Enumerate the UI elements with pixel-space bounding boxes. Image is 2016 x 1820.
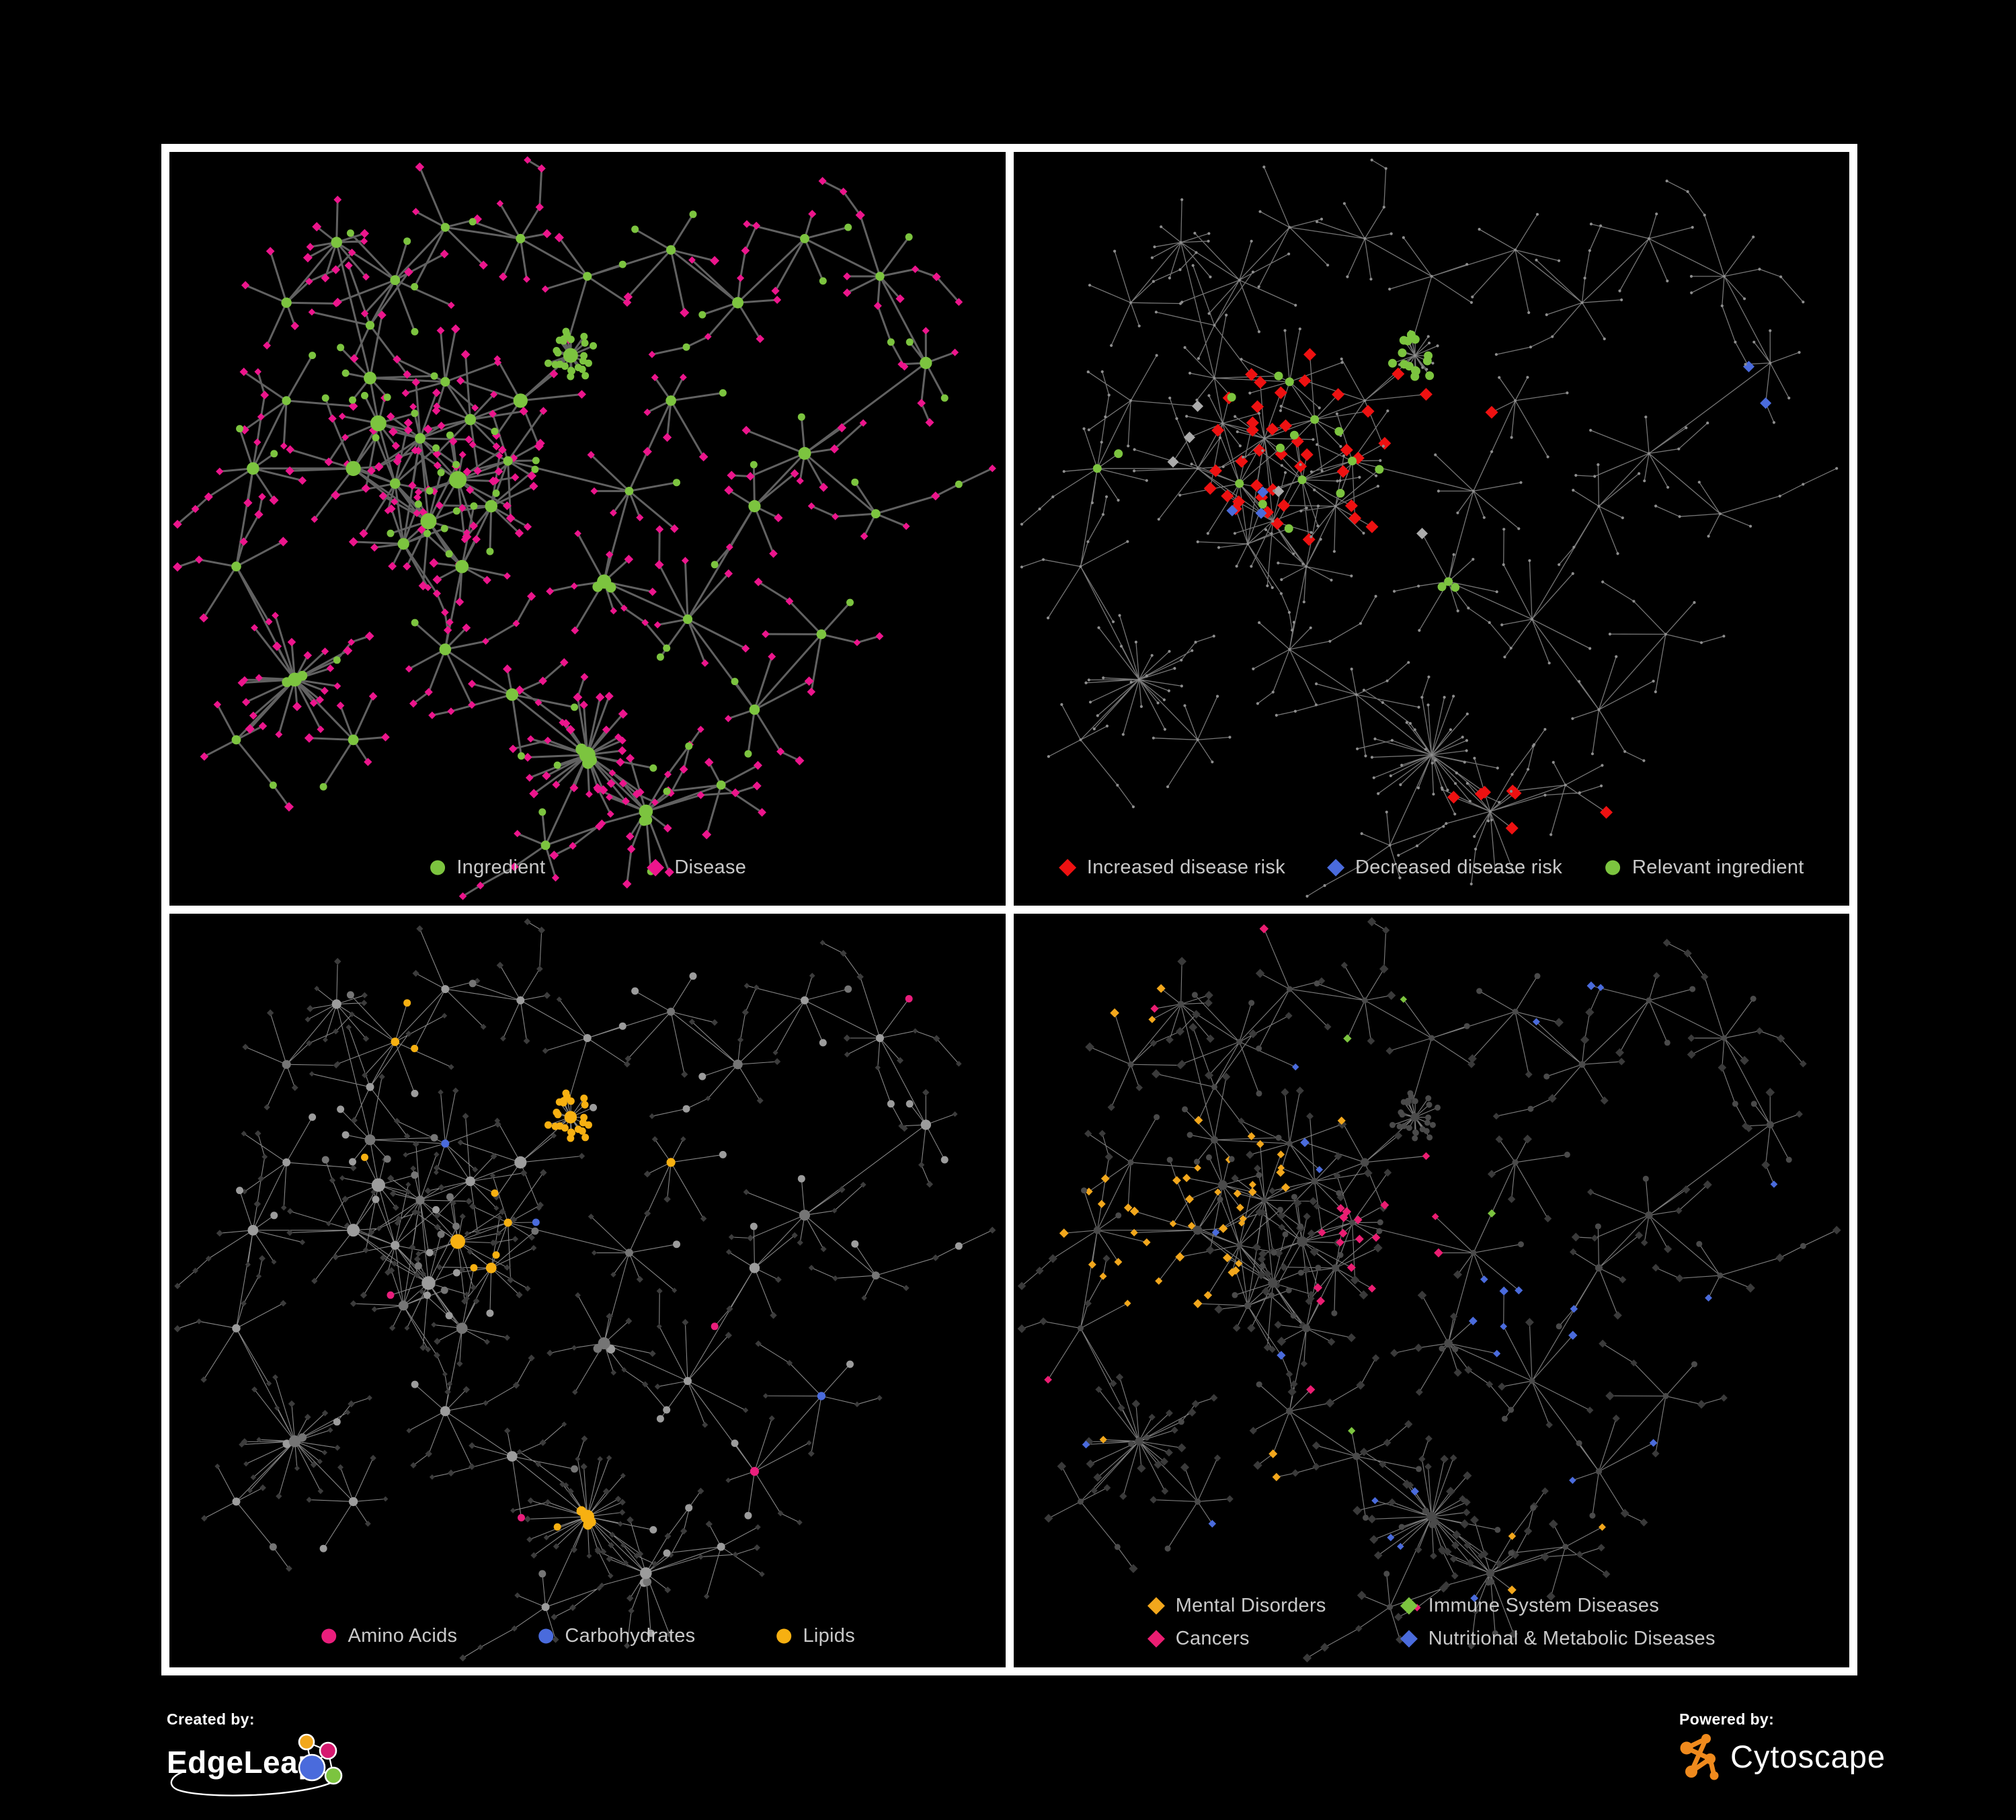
nutritional-metabolic-diseases-diamond-swatch-icon (1400, 1630, 1418, 1648)
panel-disease-risk: Increased disease risk Decreased disease … (1013, 152, 1849, 906)
panel-ingredient-groups: Amino Acids Carbohydrates Lipids (169, 914, 1006, 1667)
legend-item-lipids: Lipids (774, 1625, 855, 1647)
created-by-label: Created by: (167, 1710, 255, 1728)
edgeleap-credit: Created by: EdgeLeap (167, 1710, 347, 1805)
legend-label-nutritional-metabolic-diseases: Nutritional & Metabolic Diseases (1428, 1628, 1716, 1649)
legend-item-relevant-ingredient: Relevant ingredient (1604, 857, 1804, 879)
relevant-ingredient-circle-swatch-icon (1604, 859, 1622, 877)
ingredient-groups-network-graph (173, 918, 996, 1662)
legend-item-cancers: Cancers (1147, 1628, 1250, 1650)
panel-disease-groups: Mental Disorders Immune System Diseases Ca… (1013, 914, 1849, 1667)
disease-groups-network-graph (1017, 917, 1841, 1663)
edgeleap-logo-nodes-icon (298, 1733, 343, 1785)
cytoscape-brand-text: Cytoscape (1730, 1738, 1886, 1774)
mental-disorders-diamond-swatch-icon (1147, 1597, 1166, 1615)
amino-acids-circle-swatch-icon (319, 1627, 337, 1645)
edgeleap-logo: EdgeLeap (167, 1733, 343, 1796)
legend-item-immune-system-diseases: Immune System Diseases (1400, 1595, 1659, 1617)
ingredient-circle-swatch-icon (428, 859, 446, 877)
legend-item-decreased-disease-risk: Decreased disease risk (1327, 857, 1562, 879)
legend-label-relevant-ingredient: Relevant ingredient (1632, 857, 1804, 878)
legend-ingredient-groups: Amino Acids Carbohydrates Lipids (319, 1625, 855, 1647)
powered-by-label: Powered by: (1679, 1710, 1775, 1728)
disease-risk-network-graph (1020, 158, 1838, 898)
decreased-disease-risk-diamond-swatch-icon (1327, 859, 1345, 877)
lipids-circle-swatch-icon (774, 1627, 793, 1645)
increased-disease-risk-diamond-swatch-icon (1059, 859, 1077, 877)
legend-label-decreased-disease-risk: Decreased disease risk (1355, 857, 1563, 878)
legend-ingredient-disease: Ingredient Disease (428, 857, 746, 879)
edgeleap-swoosh (170, 1770, 333, 1796)
cytoscape-credit: Powered by: (1679, 1710, 1886, 1781)
legend-label-carbohydrates: Carbohydrates (565, 1625, 696, 1647)
panel-ingredient-disease: Ingredient Disease (169, 152, 1006, 906)
legend-item-carbohydrates: Carbohydrates (536, 1625, 695, 1647)
legend-label-cancers: Cancers (1175, 1628, 1250, 1649)
carbohydrates-circle-swatch-icon (536, 1627, 555, 1645)
immune-system-diseases-diamond-swatch-icon (1400, 1597, 1418, 1615)
legend-item-amino-acids: Amino Acids (319, 1625, 457, 1647)
cancers-diamond-swatch-icon (1147, 1630, 1166, 1648)
legend-disease-risk: Increased disease risk Decreased disease … (1059, 857, 1804, 879)
legend-item-ingredient: Ingredient (428, 857, 545, 879)
disease-diamond-swatch-icon (646, 859, 664, 877)
cytoscape-logo-icon (1680, 1734, 1719, 1780)
edgeleap-brand-text: EdgeLeap (167, 1745, 317, 1780)
legend-item-disease: Disease (646, 857, 746, 879)
legend-disease-groups: Mental Disorders Immune System Diseases Ca… (1147, 1595, 1716, 1650)
ingredient-disease-network-graph (172, 156, 996, 900)
legend-item-nutritional-metabolic-diseases: Nutritional & Metabolic Diseases (1400, 1628, 1716, 1650)
legend-label-increased-disease-risk: Increased disease risk (1086, 857, 1286, 878)
legend-label-disease: Disease (674, 857, 747, 878)
legend-item-increased-disease-risk: Increased disease risk (1059, 857, 1285, 879)
panel-grid: Ingredient Disease Increased disease risk… (161, 144, 1857, 1675)
legend-label-lipids: Lipids (803, 1625, 856, 1647)
legend-label-mental-disorders: Mental Disorders (1175, 1595, 1326, 1616)
legend-label-amino-acids: Amino Acids (348, 1625, 458, 1647)
legend-item-mental-disorders: Mental Disorders (1147, 1595, 1326, 1617)
figure-footer: Created by: EdgeLeap (0, 1705, 2016, 1820)
legend-label-ingredient: Ingredient (456, 857, 546, 878)
legend-label-immune-system-diseases: Immune System Diseases (1428, 1595, 1660, 1616)
